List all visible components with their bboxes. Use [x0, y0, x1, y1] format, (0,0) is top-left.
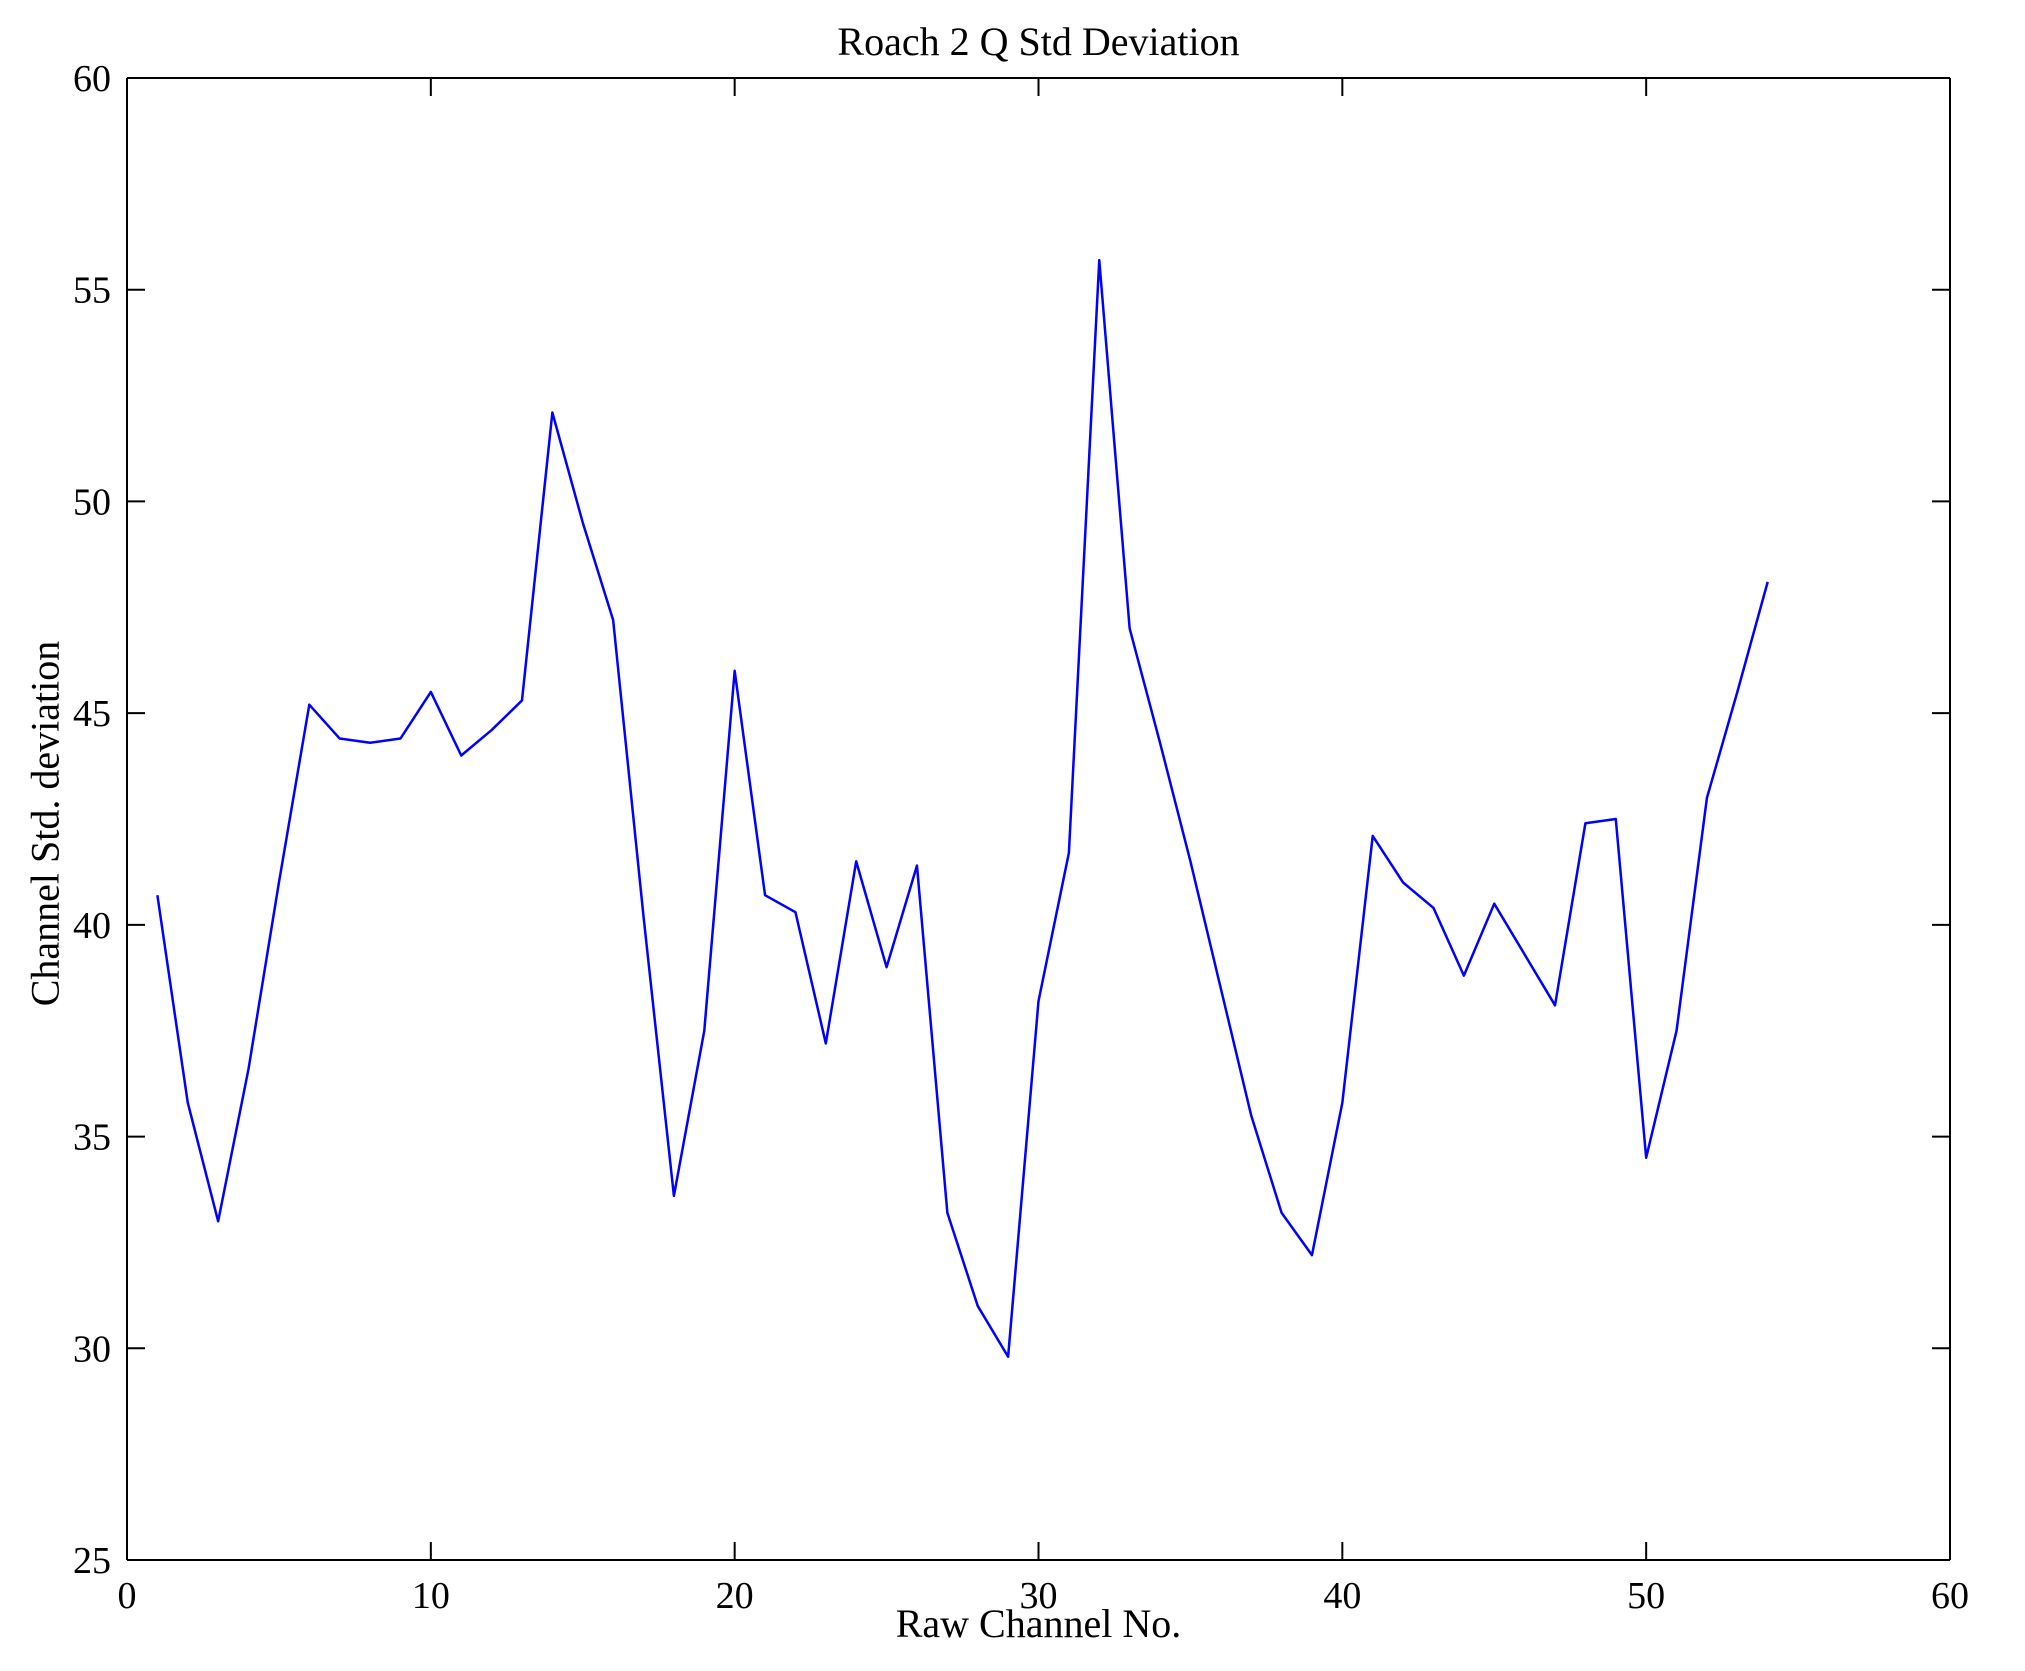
svg-text:40: 40 — [1323, 1575, 1361, 1617]
data-series-line — [156, 258, 1769, 1359]
svg-text:25: 25 — [73, 1540, 111, 1582]
svg-text:60: 60 — [73, 58, 111, 100]
svg-text:55: 55 — [73, 270, 111, 312]
svg-text:50: 50 — [1627, 1575, 1665, 1617]
x-axis-label: Raw Channel No. — [895, 1601, 1182, 1646]
svg-text:40: 40 — [73, 905, 111, 947]
svg-text:0: 0 — [118, 1575, 137, 1617]
svg-text:35: 35 — [73, 1117, 111, 1159]
svg-text:10: 10 — [412, 1575, 450, 1617]
svg-text:50: 50 — [73, 481, 111, 523]
svg-text:20: 20 — [716, 1575, 754, 1617]
svg-text:30: 30 — [73, 1328, 111, 1370]
svg-text:60: 60 — [1931, 1575, 1969, 1617]
svg-text:30: 30 — [1020, 1575, 1058, 1617]
chart-title: Roach 2 Q Std Deviation — [837, 19, 1240, 64]
svg-text:45: 45 — [73, 693, 111, 735]
